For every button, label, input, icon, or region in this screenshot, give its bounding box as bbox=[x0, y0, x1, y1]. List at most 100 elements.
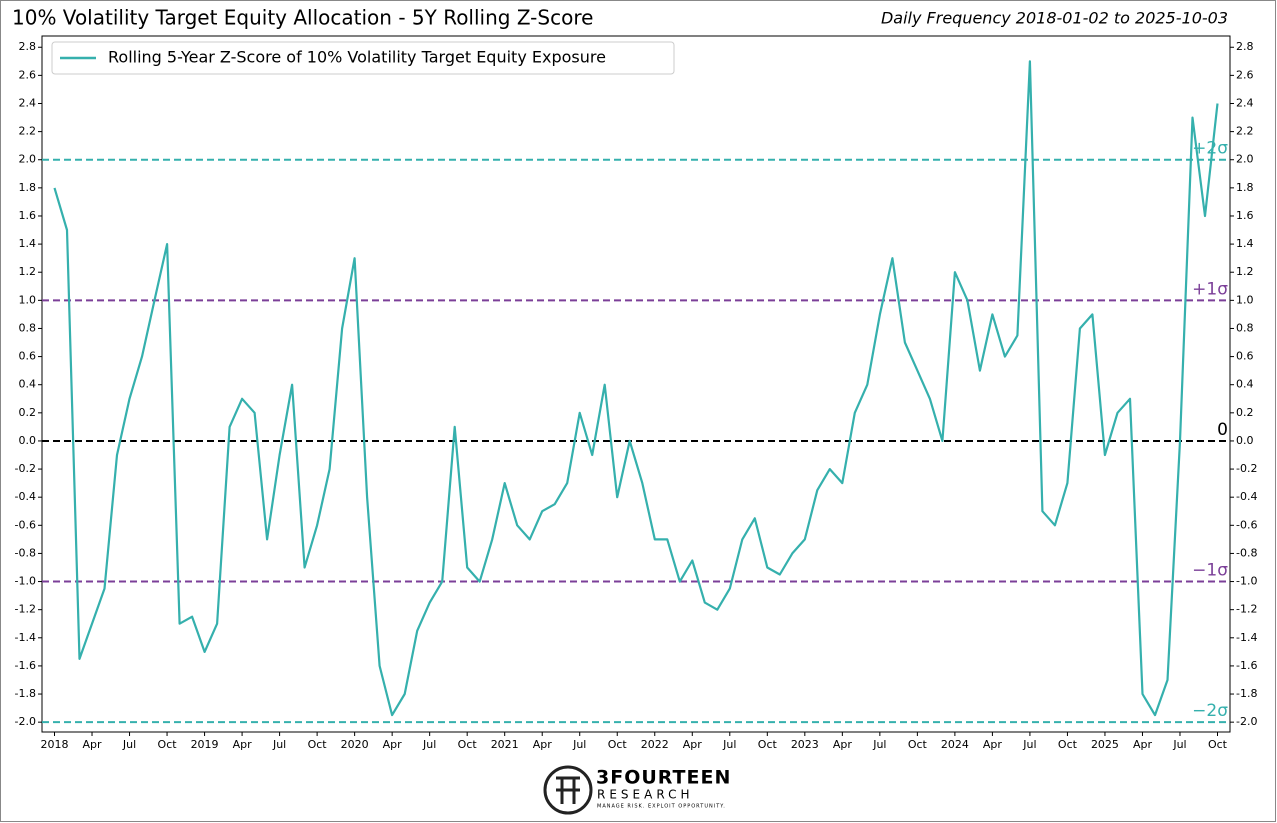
legend: Rolling 5-Year Z-Score of 10% Volatility… bbox=[51, 41, 675, 75]
y-tick-label: 1.8 bbox=[19, 181, 37, 194]
y2-tick-label: -1.0 bbox=[1236, 575, 1257, 588]
x-tick-label: Oct bbox=[158, 738, 178, 751]
x-tick-label: 2019 bbox=[191, 738, 219, 751]
x-tick-label: Jul bbox=[572, 738, 586, 751]
reference-label: +1σ bbox=[1192, 279, 1228, 299]
data-line bbox=[53, 60, 1219, 717]
x-tick-label: Apr bbox=[683, 738, 703, 751]
x-tick-label: Apr bbox=[1133, 738, 1153, 751]
y-tick-label: -1.4 bbox=[15, 631, 36, 644]
reference-label: +2σ bbox=[1192, 139, 1228, 159]
y-tick-label: 0.8 bbox=[19, 321, 37, 334]
logo-circle bbox=[543, 765, 593, 815]
y-tick-label: -1.8 bbox=[15, 687, 36, 700]
y-tick-label: 0.0 bbox=[19, 434, 37, 447]
x-tick-label: Apr bbox=[383, 738, 403, 751]
x-tick-label: Jul bbox=[722, 738, 736, 751]
y-tick-label: 2.0 bbox=[19, 153, 37, 166]
reference-label: −2σ bbox=[1192, 701, 1228, 721]
x-tick-label: Apr bbox=[533, 738, 553, 751]
x-tick-label: Jul bbox=[122, 738, 136, 751]
logo: 3FOURTEEN RESEARCH MANAGE RISK. EXPLOIT … bbox=[543, 765, 731, 815]
plot-frame bbox=[41, 35, 1231, 733]
y-tick-label: -0.2 bbox=[15, 462, 36, 475]
x-tick-label: Jul bbox=[872, 738, 886, 751]
y-tick-label: 2.6 bbox=[19, 68, 37, 81]
y-tick-label: 0.2 bbox=[19, 406, 37, 419]
y2-tick-label: 2.4 bbox=[1236, 96, 1254, 109]
y2-tick-label: -1.4 bbox=[1236, 631, 1257, 644]
x-tick-label: Oct bbox=[1208, 738, 1228, 751]
x-tick-label: Apr bbox=[983, 738, 1003, 751]
y2-tick-label: 1.2 bbox=[1236, 265, 1254, 278]
y-tick-label: -1.6 bbox=[15, 659, 36, 672]
x-tick-label: Oct bbox=[758, 738, 778, 751]
y2-tick-label: 2.6 bbox=[1236, 68, 1254, 81]
x-tick-label: 2018 bbox=[41, 738, 69, 751]
x-tick-label: Apr bbox=[83, 738, 103, 751]
y2-tick-label: -2.0 bbox=[1236, 715, 1257, 728]
y-tick-label: 0.4 bbox=[19, 378, 37, 391]
y2-tick-label: 1.4 bbox=[1236, 237, 1254, 250]
y-tick-label: 2.2 bbox=[19, 125, 37, 138]
x-tick-label: Jul bbox=[1172, 738, 1186, 751]
chart-title: 10% Volatility Target Equity Allocation … bbox=[12, 6, 593, 30]
y-tick-label: 2.8 bbox=[19, 40, 37, 53]
y-tick-label: -0.4 bbox=[15, 490, 36, 503]
y2-tick-label: -1.8 bbox=[1236, 687, 1257, 700]
x-tick-label: Jul bbox=[422, 738, 436, 751]
x-tick-label: Oct bbox=[308, 738, 328, 751]
y2-tick-label: 1.6 bbox=[1236, 209, 1254, 222]
x-tick-label: Oct bbox=[908, 738, 928, 751]
logo-sub: RESEARCH bbox=[597, 788, 693, 802]
y2-tick-label: -0.8 bbox=[1236, 546, 1257, 559]
y2-tick-label: 1.0 bbox=[1236, 293, 1254, 306]
y2-tick-label: 0.8 bbox=[1236, 321, 1254, 334]
legend-label: Rolling 5-Year Z-Score of 10% Volatility… bbox=[108, 48, 606, 67]
y2-tick-label: 0.6 bbox=[1236, 350, 1254, 363]
y-tick-label: -0.6 bbox=[15, 518, 36, 531]
logo-name: 3FOURTEEN bbox=[596, 767, 731, 789]
x-tick-label: Oct bbox=[1058, 738, 1078, 751]
x-tick-label: 2020 bbox=[341, 738, 369, 751]
y-tick-label: 1.4 bbox=[19, 237, 37, 250]
y2-tick-label: 2.2 bbox=[1236, 125, 1254, 138]
y2-tick-label: -0.4 bbox=[1236, 490, 1257, 503]
y2-tick-label: 0.0 bbox=[1236, 434, 1254, 447]
y-tick-label: 1.0 bbox=[19, 293, 37, 306]
y-tick-label: -0.8 bbox=[15, 546, 36, 559]
y-tick-label: 0.6 bbox=[19, 350, 37, 363]
logo-glyph bbox=[556, 776, 580, 804]
chart-subtitle: Daily Frequency 2018-01-02 to 2025-10-03 bbox=[881, 9, 1228, 28]
x-tick-label: 2023 bbox=[791, 738, 819, 751]
x-tick-label: Apr bbox=[833, 738, 853, 751]
x-tick-label: Oct bbox=[458, 738, 478, 751]
x-tick-label: Jul bbox=[272, 738, 286, 751]
y-tick-label: 1.2 bbox=[19, 265, 37, 278]
x-tick-label: Jul bbox=[1022, 738, 1036, 751]
reference-label: 0 bbox=[1217, 420, 1228, 440]
y-tick-label: -2.0 bbox=[15, 715, 36, 728]
y-tick-label: -1.0 bbox=[15, 575, 36, 588]
x-tick-label: 2025 bbox=[1091, 738, 1119, 751]
y2-tick-label: 2.0 bbox=[1236, 153, 1254, 166]
x-tick-label: 2022 bbox=[641, 738, 669, 751]
y2-tick-label: 2.8 bbox=[1236, 40, 1254, 53]
x-tick-label: Apr bbox=[233, 738, 253, 751]
legend-box bbox=[51, 41, 675, 75]
y2-tick-label: -0.6 bbox=[1236, 518, 1257, 531]
y2-tick-label: 0.2 bbox=[1236, 406, 1254, 419]
y2-tick-label: -0.2 bbox=[1236, 462, 1257, 475]
y2-tick-label: 1.8 bbox=[1236, 181, 1254, 194]
reference-label: −1σ bbox=[1192, 561, 1228, 581]
y-tick-label: 1.6 bbox=[19, 209, 37, 222]
y2-tick-label: -1.6 bbox=[1236, 659, 1257, 672]
x-tick-label: 2024 bbox=[941, 738, 969, 751]
y2-tick-label: 0.4 bbox=[1236, 378, 1254, 391]
logo-tagline: MANAGE RISK. EXPLOIT OPPORTUNITY. bbox=[597, 804, 726, 810]
y2-tick-label: -1.2 bbox=[1236, 603, 1257, 616]
x-tick-label: 2021 bbox=[491, 738, 519, 751]
y-tick-label: -1.2 bbox=[15, 603, 36, 616]
